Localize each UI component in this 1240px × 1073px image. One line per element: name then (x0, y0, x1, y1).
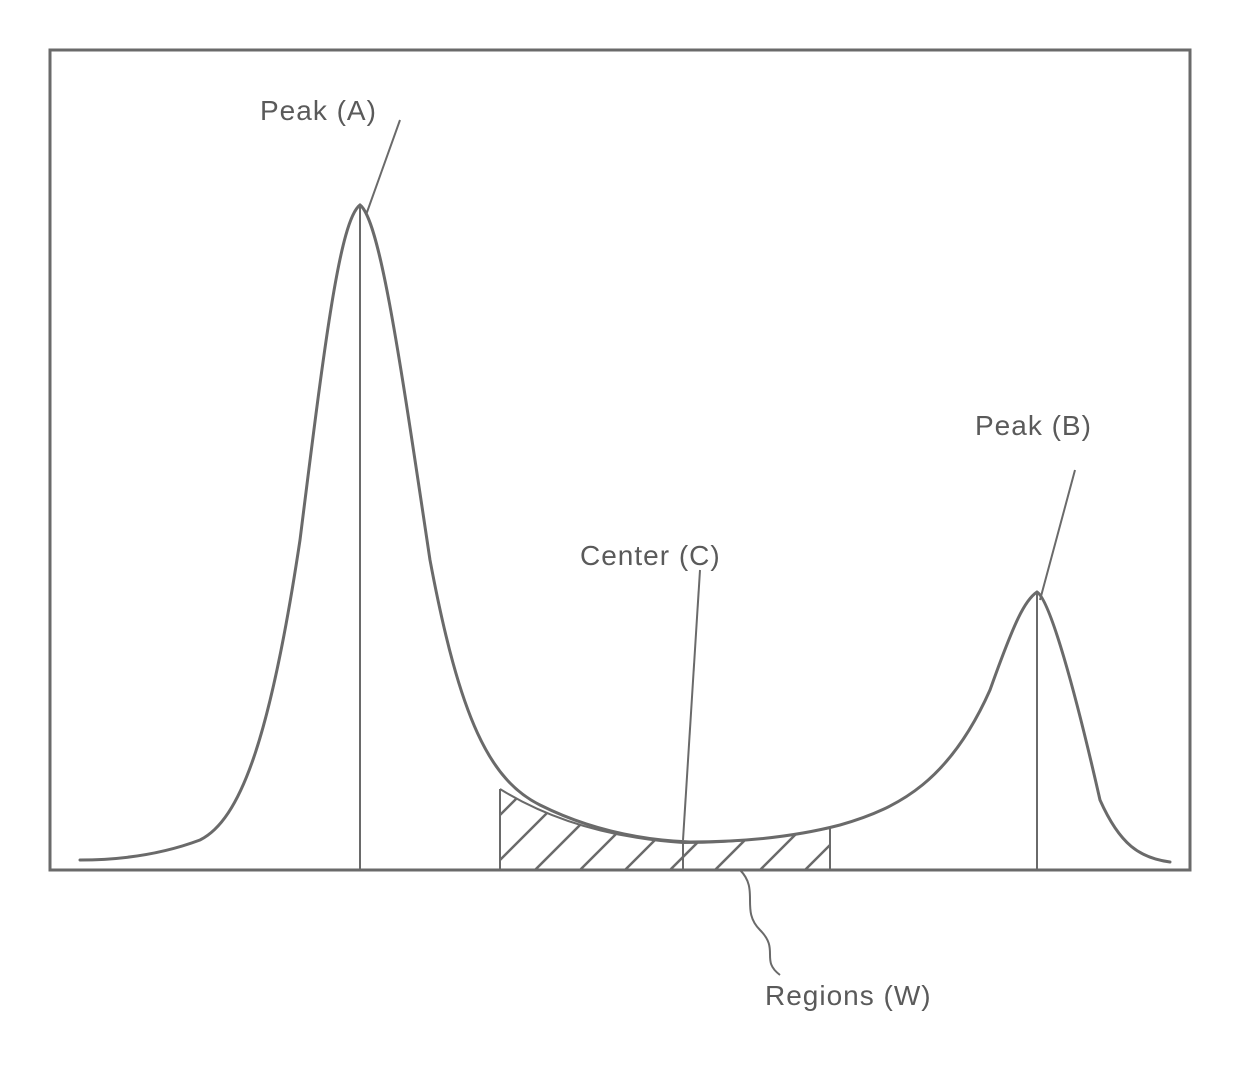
label-center-c: Center (C) (580, 540, 721, 572)
label-peak-a: Peak (A) (260, 95, 377, 127)
label-peak-b: Peak (B) (975, 410, 1092, 442)
diagram-svg (40, 40, 1200, 1030)
diagram-container (40, 40, 1200, 910)
label-regions-w: Regions (W) (765, 980, 932, 1012)
